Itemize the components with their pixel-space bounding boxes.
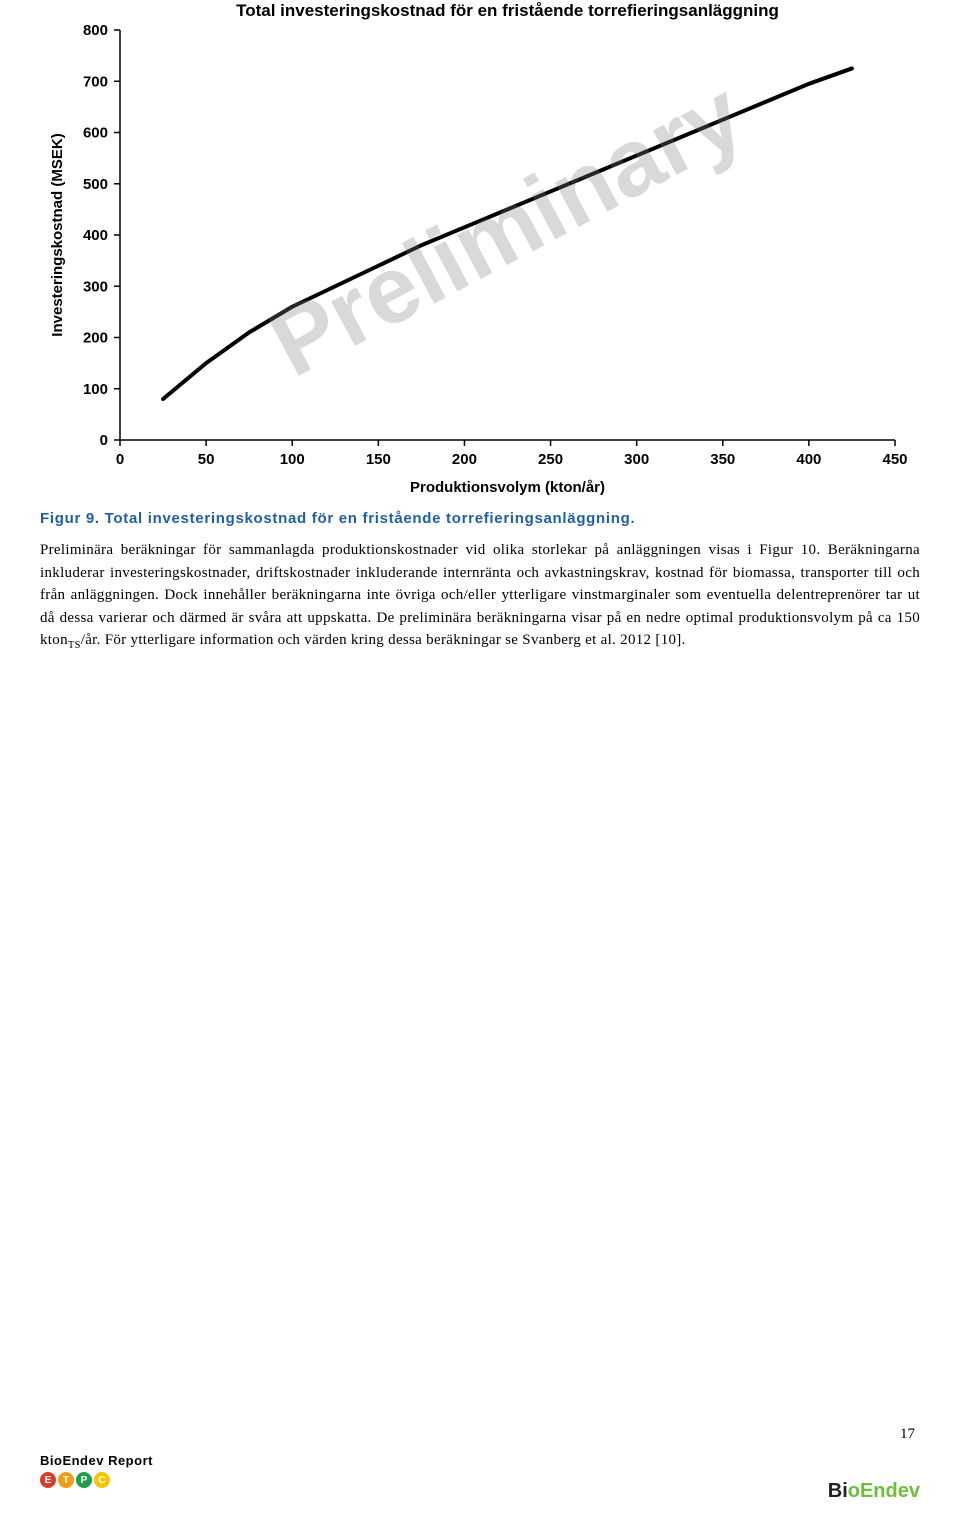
body-paragraph: Preliminära beräkningar för sammanlagda … (40, 539, 920, 654)
svg-text:0: 0 (116, 451, 124, 468)
etpc-badge-t: T (58, 1472, 74, 1488)
etpc-badge-p: P (76, 1472, 92, 1488)
svg-text:50: 50 (198, 451, 215, 468)
svg-text:250: 250 (538, 451, 563, 468)
svg-text:400: 400 (796, 451, 821, 468)
svg-text:100: 100 (83, 381, 108, 398)
brand-o: o (848, 1480, 860, 1502)
svg-text:300: 300 (624, 451, 649, 468)
svg-text:0: 0 (100, 432, 108, 449)
svg-text:Produktionsvolym (kton/år): Produktionsvolym (kton/år) (410, 479, 605, 496)
page-footer: BioEndev Report ETPC BioEndev (40, 1453, 920, 1503)
svg-text:450: 450 (882, 451, 907, 468)
figure-caption: Figur 9. Total investeringskostnad för e… (40, 510, 920, 527)
body-subscript: TS (68, 640, 81, 651)
chart-container: Total investeringskostnad för en friståe… (40, 0, 910, 500)
svg-text:Total investeringskostnad för: Total investeringskostnad för en friståe… (236, 1, 779, 20)
svg-text:Investeringskostnad (MSEK): Investeringskostnad (MSEK) (49, 133, 66, 336)
svg-text:700: 700 (83, 73, 108, 90)
etpc-badge-e: E (40, 1472, 56, 1488)
page-number: 17 (900, 1426, 915, 1443)
body-text-after: /år. För ytterligare information och vär… (81, 632, 686, 648)
svg-text:300: 300 (83, 278, 108, 295)
line-chart: Total investeringskostnad för en friståe… (40, 0, 910, 500)
svg-text:100: 100 (280, 451, 305, 468)
etpc-badges: ETPC (40, 1472, 920, 1488)
svg-text:150: 150 (366, 451, 391, 468)
brand-endev: Endev (860, 1480, 920, 1502)
svg-text:350: 350 (710, 451, 735, 468)
footer-report-label: BioEndev Report (40, 1453, 920, 1468)
svg-text:400: 400 (83, 227, 108, 244)
svg-text:800: 800 (83, 22, 108, 39)
brand-bi: Bi (828, 1480, 848, 1502)
svg-text:500: 500 (83, 176, 108, 193)
footer-brand: BioEndev (828, 1480, 920, 1503)
svg-text:600: 600 (83, 125, 108, 142)
svg-text:200: 200 (83, 330, 108, 347)
etpc-badge-c: C (94, 1472, 110, 1488)
svg-text:200: 200 (452, 451, 477, 468)
